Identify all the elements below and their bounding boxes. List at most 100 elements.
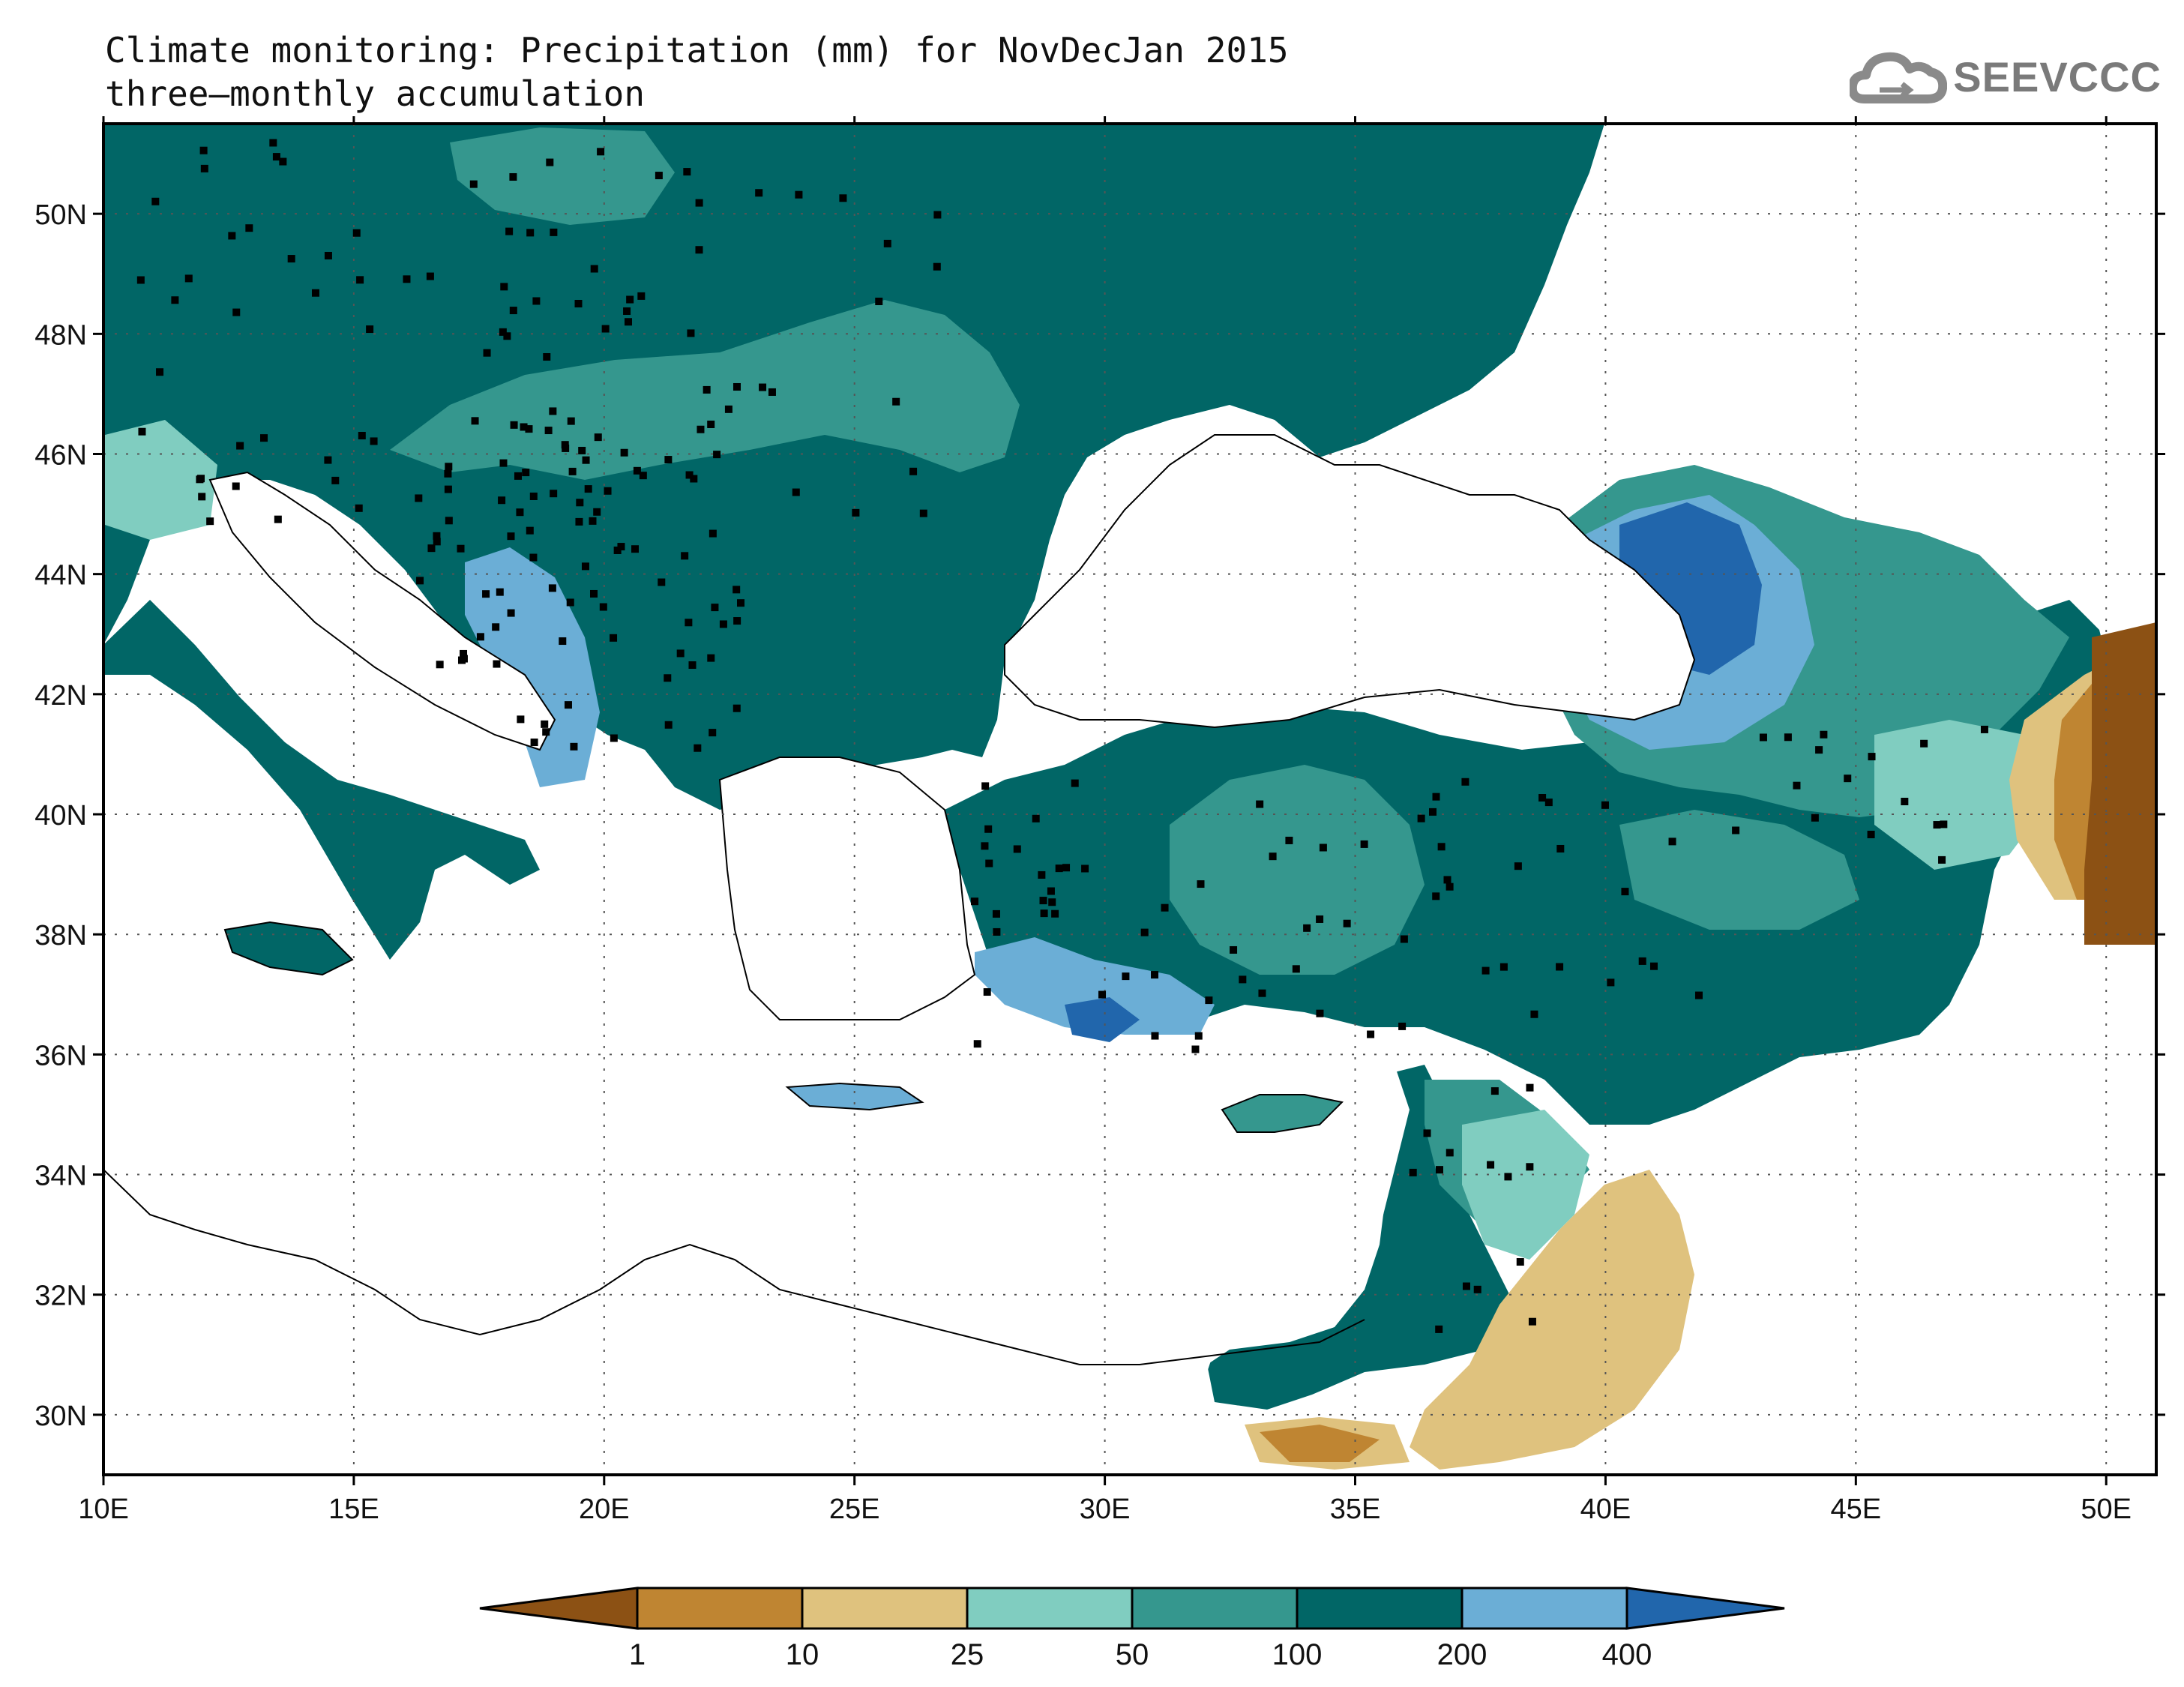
station-marker (403, 275, 411, 283)
lat-tick-label: 42N (34, 680, 87, 712)
station-marker (138, 427, 146, 436)
map-subtitle: three—monthly accumulation (105, 73, 646, 114)
station-marker (685, 619, 693, 627)
colorbar-high-arrow (1625, 1587, 1785, 1630)
station-marker (324, 251, 332, 259)
station-marker (496, 588, 504, 596)
station-marker (426, 272, 434, 280)
station-marker (1417, 814, 1425, 823)
station-marker (1423, 1129, 1431, 1137)
station-marker (1490, 1087, 1499, 1095)
station-marker (1649, 962, 1658, 970)
patch-arabia-sand (1410, 1170, 1694, 1470)
lat-tick-label: 38N (34, 920, 87, 951)
station-marker (503, 332, 511, 340)
station-marker (655, 172, 663, 180)
station-marker (352, 229, 361, 237)
station-marker (971, 897, 979, 906)
station-marker (436, 661, 444, 669)
station-marker (507, 609, 515, 617)
station-marker (1435, 1325, 1443, 1333)
station-marker (1556, 844, 1565, 852)
colorbar-segment (636, 1587, 804, 1630)
station-marker (590, 265, 598, 273)
station-markers (136, 139, 1988, 1333)
station-marker (707, 654, 715, 662)
station-marker (1292, 965, 1300, 973)
seevccc-logo: SEEVCCC (1850, 46, 2162, 106)
station-marker (610, 734, 618, 742)
patch-anatolia-center (1170, 765, 1425, 975)
station-marker (623, 307, 631, 315)
station-marker (1528, 1317, 1536, 1326)
map-title: Climate monitoring: Precipitation (mm) f… (105, 30, 1289, 70)
station-marker (366, 325, 374, 334)
colorbar: 1 10 25 50 100 200 400 (479, 1587, 1785, 1671)
station-marker (1048, 898, 1056, 906)
station-marker (171, 296, 179, 304)
station-marker (269, 139, 277, 147)
station-marker (228, 232, 236, 240)
station-marker (550, 228, 558, 236)
station-marker (709, 729, 717, 737)
station-marker (795, 190, 803, 199)
station-marker (631, 545, 640, 553)
station-marker (703, 385, 711, 394)
station-marker (985, 859, 993, 867)
station-marker (272, 153, 280, 161)
colorbar-label: 25 (951, 1638, 984, 1671)
station-marker (620, 448, 628, 457)
station-marker (529, 492, 538, 500)
station-marker (909, 467, 918, 475)
station-marker (562, 444, 570, 452)
lat-tick-label: 50N (34, 199, 87, 231)
colorbar-label: 100 (1272, 1638, 1323, 1671)
station-marker (1040, 909, 1048, 918)
crete (785, 1082, 924, 1111)
station-marker (768, 388, 776, 396)
station-marker (1343, 919, 1351, 927)
mediterranean-sea (103, 870, 1410, 1475)
station-marker (1367, 1030, 1375, 1038)
station-marker (852, 508, 860, 517)
station-marker (617, 543, 625, 551)
patch-levant-light (1462, 1110, 1589, 1260)
station-marker (499, 328, 507, 336)
station-marker (581, 562, 589, 571)
station-marker (875, 297, 883, 305)
station-marker (1811, 814, 1819, 822)
station-marker (564, 701, 572, 709)
station-marker (733, 617, 741, 625)
station-marker (499, 459, 508, 467)
station-marker (1504, 1173, 1512, 1181)
station-marker (550, 490, 558, 498)
station-marker (883, 239, 891, 247)
patch-italy-light (105, 420, 217, 540)
station-marker (1514, 862, 1522, 870)
station-marker (355, 504, 363, 512)
station-marker (530, 739, 538, 747)
station-marker (232, 482, 240, 490)
africa-coast (103, 1169, 1365, 1365)
colorbar-segment (966, 1587, 1134, 1630)
station-marker (522, 469, 530, 477)
station-marker (658, 578, 666, 586)
station-marker (697, 425, 705, 433)
station-marker (469, 180, 478, 188)
station-marker (1032, 814, 1040, 823)
station-marker (601, 325, 610, 333)
station-marker (514, 472, 523, 480)
station-marker (1867, 830, 1875, 838)
station-marker (1446, 1149, 1454, 1157)
station-marker (732, 704, 741, 712)
station-marker (567, 417, 575, 425)
station-marker (1239, 975, 1247, 984)
station-marker (151, 197, 160, 205)
station-marker (582, 456, 590, 464)
lat-tick-label: 48N (34, 319, 87, 351)
station-marker (483, 349, 491, 357)
station-marker (575, 517, 583, 526)
station-marker (498, 496, 506, 505)
grid (103, 124, 2156, 1475)
cloud-icon (1850, 52, 1948, 103)
